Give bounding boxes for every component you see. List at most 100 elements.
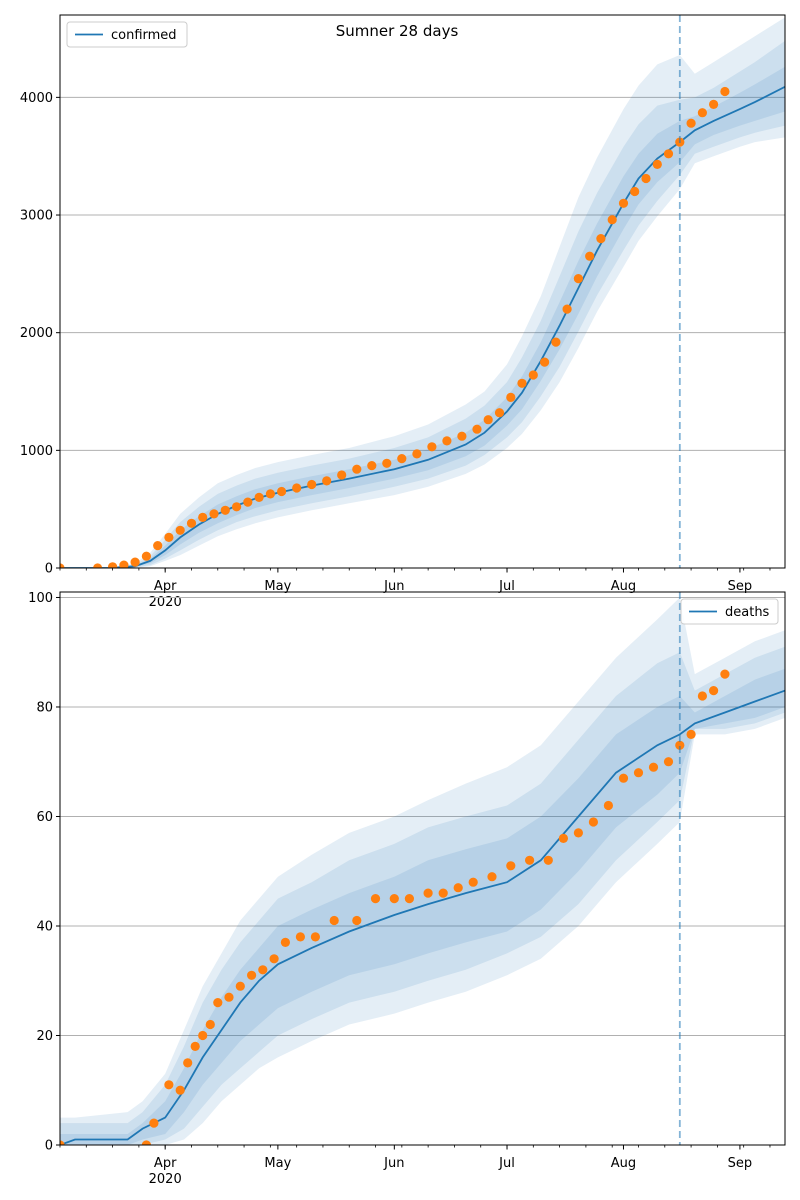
confirmed-median-line [60, 85, 785, 568]
observed-point [367, 461, 377, 471]
observed-point [60, 1140, 65, 1145]
legend: deaths [680, 598, 779, 625]
observed-point [697, 108, 708, 118]
observed-point [494, 408, 505, 418]
observed-point [60, 563, 65, 568]
observed-point [686, 729, 696, 740]
y-tick-label: 0 [45, 562, 53, 577]
legend: confirmed [66, 21, 188, 48]
observed-point [243, 497, 253, 507]
observed-point [585, 251, 595, 261]
observed-point [370, 894, 381, 904]
x-tick-label: Aug [611, 579, 636, 594]
observed-point [562, 304, 572, 314]
observed-point [280, 937, 290, 948]
observed-point [648, 762, 659, 772]
observed-point [588, 817, 599, 827]
observed-point [573, 828, 584, 838]
observed-point [453, 883, 463, 893]
observed-point [310, 932, 320, 942]
observed-point [352, 464, 362, 474]
observed-point [130, 557, 140, 567]
y-tick-label: 40 [36, 919, 53, 934]
observed-point [558, 833, 569, 844]
observed-point [607, 215, 617, 225]
observed-point [186, 518, 197, 528]
x-tick-label: May [264, 579, 291, 594]
observed-point [404, 894, 414, 904]
x-tick-label: Sep [728, 1156, 753, 1171]
uncertainty-band-95 [60, 646, 785, 1145]
y-tick-label: 3000 [20, 209, 53, 224]
observed-point [427, 442, 437, 452]
observed-point [675, 740, 685, 750]
observed-point [468, 877, 478, 887]
observed-point [472, 424, 482, 434]
observed-point [292, 483, 302, 493]
plot-area [60, 17, 785, 568]
uncertainty-band-99 [60, 17, 785, 568]
observed-point [213, 998, 223, 1008]
observed-point [720, 669, 730, 679]
legend-label: confirmed [111, 28, 177, 43]
uncertainty-band-99 [60, 597, 785, 1145]
observed-point [220, 505, 230, 515]
uncertainty-band-95 [60, 40, 785, 568]
observed-point [247, 970, 257, 980]
observed-point [442, 436, 452, 446]
observed-point [709, 99, 719, 109]
uncertainty-band-68 [60, 66, 785, 568]
y-tick-label: 20 [36, 1029, 53, 1044]
observed-point [487, 872, 497, 882]
observed-point [232, 502, 242, 512]
observed-point [633, 768, 644, 778]
observed-point [265, 489, 275, 499]
legend-label: deaths [725, 605, 770, 620]
observed-point [517, 378, 527, 388]
observed-point [389, 894, 399, 904]
deaths-median-line [60, 689, 785, 1145]
observed-point [183, 1058, 193, 1068]
observed-point [663, 757, 674, 767]
x-tick-label: Apr [154, 579, 177, 594]
observed-point [543, 855, 553, 865]
observed-point [618, 773, 629, 783]
observed-point [483, 415, 493, 425]
observed-point [108, 562, 118, 568]
observed-point [352, 915, 362, 926]
observed-point [153, 541, 163, 551]
observed-point [423, 888, 433, 898]
observed-point [175, 525, 185, 535]
observed-point [119, 560, 129, 568]
observed-point [93, 563, 103, 568]
y-tick-label: 2000 [20, 326, 53, 341]
observed-point [686, 118, 696, 128]
x-tick-label: May [264, 1156, 291, 1171]
observed-point [506, 392, 516, 402]
observed-point [329, 915, 339, 926]
y-tick-label: 100 [28, 591, 53, 606]
observed-point [603, 800, 614, 811]
observed-point [528, 370, 538, 380]
observed-point [457, 431, 467, 441]
plot-area [60, 597, 785, 1145]
y-tick-label: 4000 [20, 91, 53, 106]
observed-point [190, 1041, 200, 1051]
observed-point [573, 274, 584, 284]
observed-point [198, 512, 208, 523]
observed-point [258, 965, 268, 975]
x-tick-label: Sep [728, 579, 753, 594]
x-tick-label: Jun [383, 579, 404, 594]
observed-point [525, 855, 535, 865]
x-tick-label: Jul [498, 579, 515, 594]
observed-point [307, 479, 317, 490]
legend-box [680, 598, 779, 625]
observed-point [337, 470, 347, 480]
observed-point [235, 981, 245, 991]
axes-frame [59, 591, 786, 1146]
y-tick-label: 1000 [20, 444, 53, 459]
y-tick-label: 0 [45, 1139, 53, 1154]
observed-point [618, 198, 629, 208]
